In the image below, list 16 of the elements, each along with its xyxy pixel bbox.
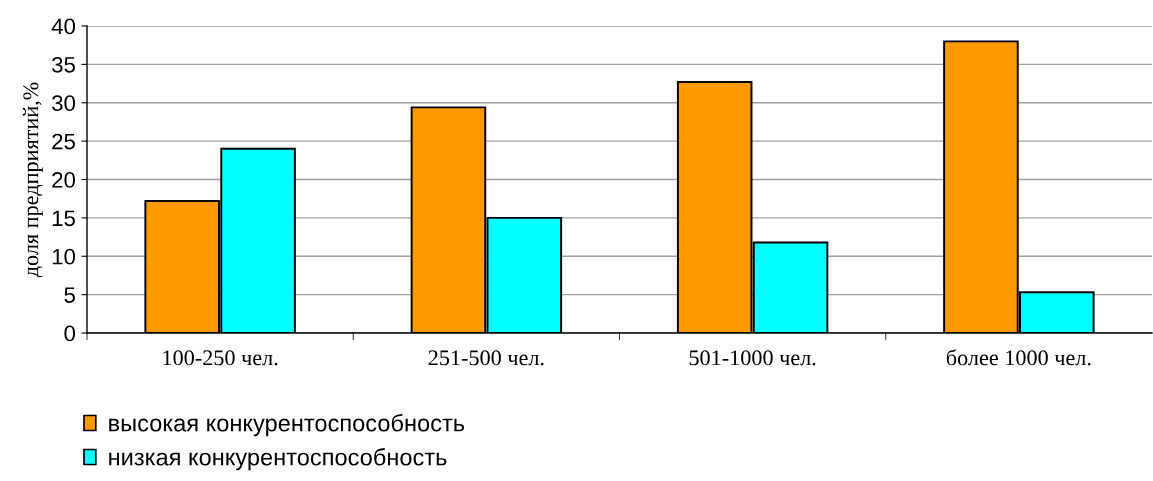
y-tick-label: 5 <box>64 287 75 303</box>
y-tick-label: 15 <box>52 210 75 227</box>
y-axis-title: доля предприятий,% <box>22 82 43 278</box>
y-tick-label: 35 <box>52 56 75 73</box>
y-tick-label: 30 <box>52 95 76 112</box>
x-tick-label: 251-500 чел. <box>428 350 544 366</box>
y-tick-label: 10 <box>52 248 76 265</box>
legend-label: высокая конкурентоспособность <box>109 414 465 437</box>
y-tick-label: 0 <box>64 325 76 342</box>
x-tick-label: 100-250 чел. <box>163 350 278 366</box>
y-tick-label: 40 <box>51 18 76 35</box>
y-tick-label: 20 <box>52 172 76 188</box>
legend-label: низкая конкурентоспособность <box>109 448 447 471</box>
y-tick-label: 25 <box>52 133 75 150</box>
x-tick-label: более 1000 чел. <box>946 349 1091 366</box>
x-tick-label: 501-1000 чел. <box>689 350 816 366</box>
